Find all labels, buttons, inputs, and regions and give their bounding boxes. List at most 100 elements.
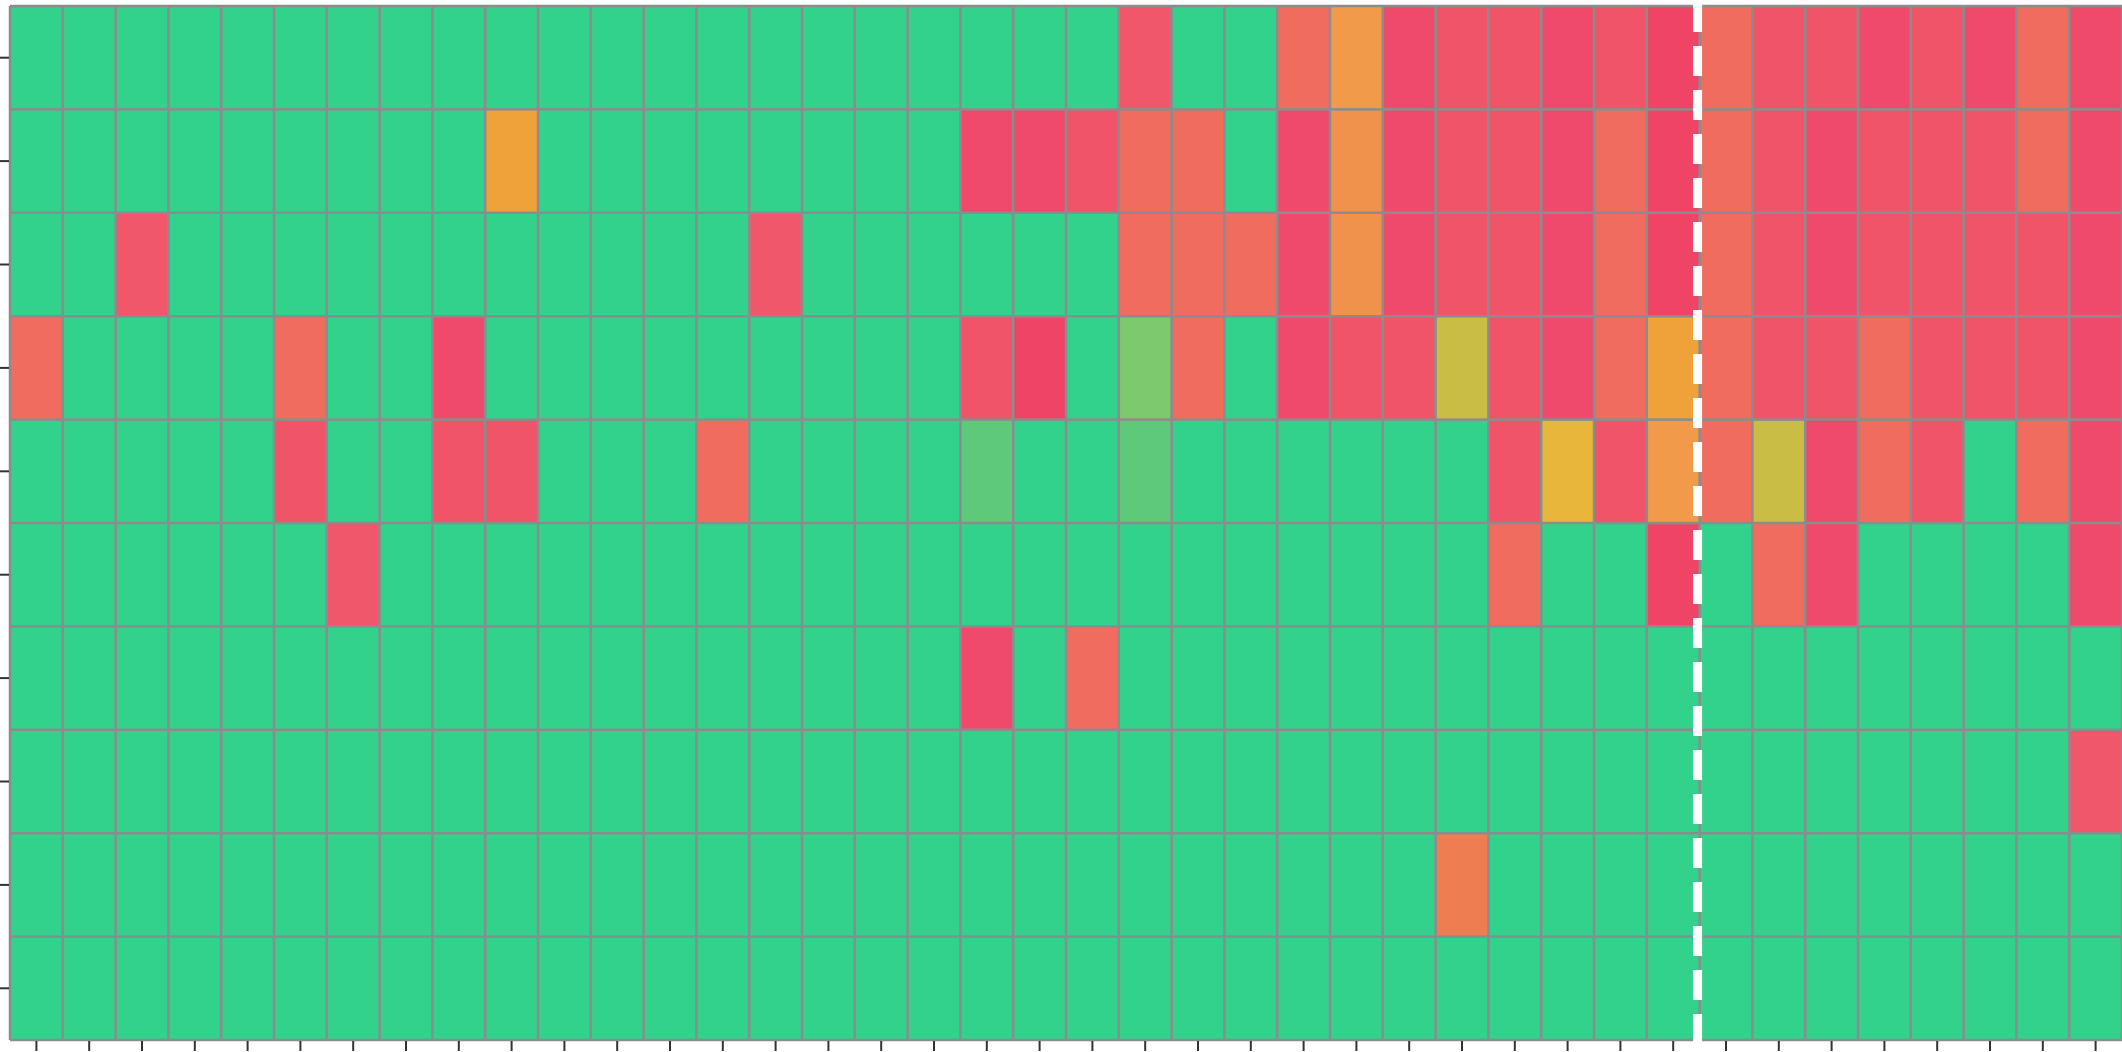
- heatmap-cell-r5-c29: [1541, 523, 1594, 627]
- heatmap-cell-r4-c31: [1646, 419, 1700, 523]
- heatmap-cell-r8-c32: [1699, 833, 1753, 937]
- heatmap-cell-r1-c28: [1488, 109, 1542, 213]
- heatmap-cell-r0-c39: [2069, 6, 2122, 110]
- heatmap-cell-r4-c1: [62, 419, 116, 523]
- heatmap-cell-r5-c19: [1013, 523, 1066, 627]
- heatmap-cell-r8-c29: [1541, 833, 1594, 937]
- heatmap-cell-r7-c26: [1382, 729, 1436, 834]
- heatmap-cell-r7-c18: [960, 729, 1014, 834]
- heatmap-cell-r6-c36: [1910, 626, 1964, 730]
- heatmap-cell-r6-c1: [62, 626, 116, 730]
- heatmap-cell-r6-c34: [1805, 626, 1858, 730]
- heatmap-cell-r2-c37: [1963, 212, 2017, 317]
- heatmap-cell-r7-c0: [10, 729, 63, 834]
- heatmap-cell-r9-c15: [802, 936, 855, 1040]
- heatmap-cell-r0-c5: [274, 6, 327, 110]
- heatmap-cell-r1-c4: [221, 109, 274, 213]
- heatmap-cell-r4-c21: [1118, 419, 1172, 523]
- heatmap-cell-r1-c9: [485, 109, 538, 213]
- heatmap-cell-r9-c27: [1435, 936, 1489, 1040]
- heatmap-cell-r5-c11: [590, 523, 644, 627]
- heatmap-cell-r2-c26: [1382, 212, 1436, 317]
- heatmap-grid: [8, 4, 2122, 1042]
- heatmap-cell-r9-c39: [2069, 936, 2122, 1040]
- heatmap-cell-r2-c24: [1277, 212, 1330, 317]
- heatmap-cell-r1-c2: [115, 109, 169, 213]
- heatmap-cell-r7-c24: [1277, 729, 1330, 834]
- heatmap-cell-r0-c16: [854, 6, 908, 110]
- heatmap-cell-r0-c23: [1224, 6, 1278, 110]
- heatmap-cell-r8-c6: [326, 833, 380, 937]
- heatmap-cell-r3-c1: [62, 316, 116, 420]
- heatmap-cell-r4-c35: [1858, 419, 1911, 523]
- heatmap-cell-r1-c24: [1277, 109, 1330, 213]
- heatmap-cell-r7-c15: [802, 729, 855, 834]
- heatmap-cell-r4-c11: [590, 419, 644, 523]
- heatmap-cell-r5-c31: [1646, 523, 1700, 627]
- heatmap-cell-r4-c33: [1752, 419, 1806, 523]
- heatmap-cell-r1-c12: [643, 109, 697, 213]
- heatmap-cell-r4-c26: [1382, 419, 1436, 523]
- heatmap-cell-r0-c28: [1488, 6, 1542, 110]
- heatmap-cell-r7-c35: [1858, 729, 1911, 834]
- heatmap-cell-r8-c21: [1118, 833, 1172, 937]
- heatmap-cell-r3-c28: [1488, 316, 1542, 420]
- heatmap-cell-r4-c9: [485, 419, 538, 523]
- heatmap-cell-r6-c15: [802, 626, 855, 730]
- heatmap-cell-r0-c27: [1435, 6, 1489, 110]
- heatmap-cell-r3-c39: [2069, 316, 2122, 420]
- heatmap-cell-r2-c8: [432, 212, 486, 317]
- heatmap-cell-r8-c2: [115, 833, 169, 937]
- heatmap-cell-r5-c37: [1963, 523, 2017, 627]
- heatmap-cell-r5-c14: [749, 523, 802, 627]
- heatmap-cell-r9-c30: [1594, 936, 1647, 1040]
- heatmap-cell-r9-c25: [1330, 936, 1383, 1040]
- heatmap-cell-r5-c24: [1277, 523, 1330, 627]
- heatmap-cell-r0-c17: [907, 6, 961, 110]
- heatmap-cell-r3-c14: [749, 316, 802, 420]
- heatmap-cell-r8-c36: [1910, 833, 1964, 937]
- heatmap-cell-r8-c20: [1066, 833, 1119, 937]
- heatmap-cell-r6-c4: [221, 626, 274, 730]
- heatmap-cell-r4-c27: [1435, 419, 1489, 523]
- heatmap-cell-r3-c24: [1277, 316, 1330, 420]
- heatmap-cell-r6-c8: [432, 626, 486, 730]
- heatmap-cell-r2-c39: [2069, 212, 2122, 317]
- heatmap-cell-r8-c25: [1330, 833, 1383, 937]
- heatmap-cell-r4-c10: [538, 419, 591, 523]
- heatmap-cell-r8-c3: [168, 833, 222, 937]
- heatmap-cell-r3-c0: [10, 316, 63, 420]
- heatmap-cell-r6-c32: [1699, 626, 1753, 730]
- heatmap-cell-r4-c34: [1805, 419, 1858, 523]
- heatmap-cell-r2-c20: [1066, 212, 1119, 317]
- heatmap-cell-r7-c36: [1910, 729, 1964, 834]
- heatmap-cell-r6-c29: [1541, 626, 1594, 730]
- heatmap-cell-r0-c30: [1594, 6, 1647, 110]
- heatmap-cell-r7-c8: [432, 729, 486, 834]
- heatmap-cell-r0-c31: [1646, 6, 1700, 110]
- heatmap-cell-r2-c2: [115, 212, 169, 317]
- heatmap-cell-r0-c13: [696, 6, 750, 110]
- heatmap-cell-r5-c30: [1594, 523, 1647, 627]
- heatmap-cell-r6-c13: [696, 626, 750, 730]
- heatmap-cell-r0-c0: [10, 6, 63, 110]
- heatmap-cell-r0-c4: [221, 6, 274, 110]
- heatmap-cell-r6-c21: [1118, 626, 1172, 730]
- heatmap-cell-r5-c26: [1382, 523, 1436, 627]
- heatmap-cell-r2-c38: [2016, 212, 2070, 317]
- heatmap-cell-r6-c7: [379, 626, 433, 730]
- heatmap-cell-r5-c33: [1752, 523, 1806, 627]
- heatmap-cell-r7-c32: [1699, 729, 1753, 834]
- heatmap-cell-r8-c37: [1963, 833, 2017, 937]
- heatmap-cell-r7-c31: [1646, 729, 1700, 834]
- heatmap-cell-r6-c26: [1382, 626, 1436, 730]
- heatmap-cell-r1-c34: [1805, 109, 1858, 213]
- heatmap-cell-r1-c35: [1858, 109, 1911, 213]
- heatmap-cell-r6-c19: [1013, 626, 1066, 730]
- heatmap-cell-r1-c15: [802, 109, 855, 213]
- heatmap-cell-r8-c8: [432, 833, 486, 937]
- heatmap-cell-r9-c4: [221, 936, 274, 1040]
- heatmap-cell-r5-c5: [274, 523, 327, 627]
